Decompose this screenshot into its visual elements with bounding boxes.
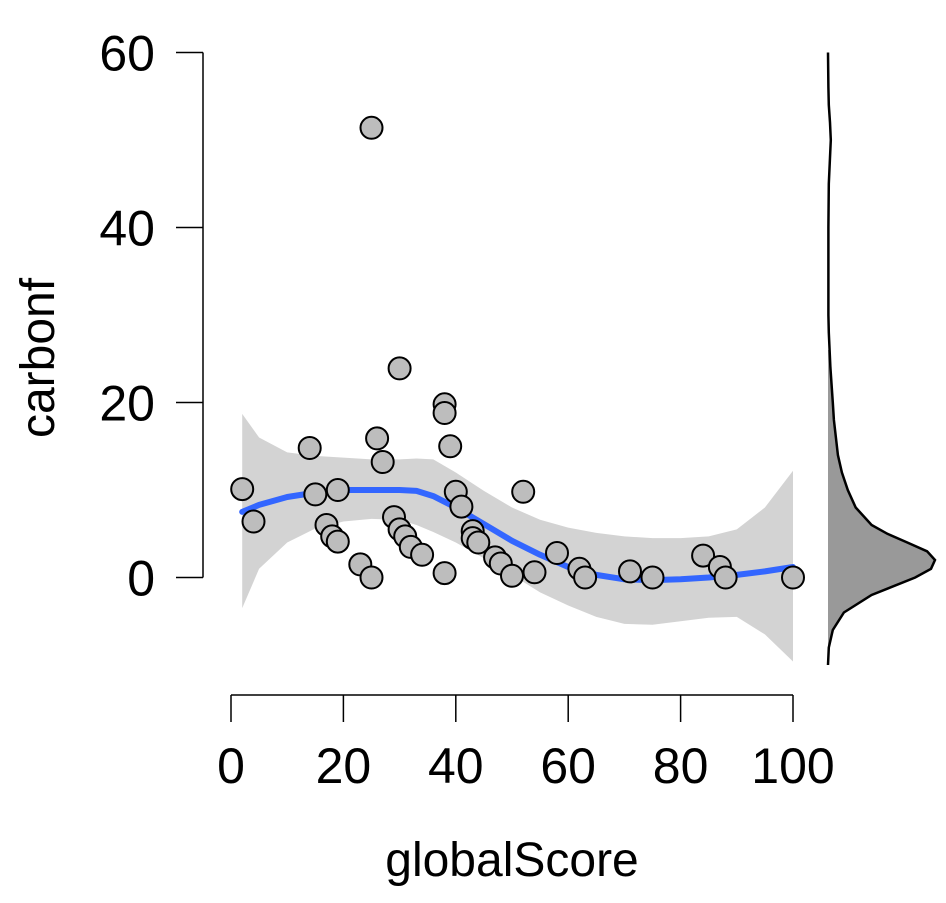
data-point [297, 436, 322, 460]
data-point [466, 530, 491, 555]
data-point [410, 542, 435, 567]
data-point [640, 565, 665, 590]
x-axis-title: globalScore [385, 834, 639, 887]
data-point [359, 115, 384, 140]
y-tick-label: 20 [99, 376, 155, 432]
data-point [545, 541, 569, 565]
y-tick-label: 40 [99, 201, 155, 257]
data-point [500, 563, 524, 588]
points-layer [230, 115, 805, 590]
data-point [618, 559, 642, 584]
x-tick-label: 40 [428, 738, 484, 794]
y-tick-label: 60 [99, 26, 155, 82]
confidence-band [242, 413, 793, 662]
data-point [522, 560, 547, 585]
data-point [230, 477, 255, 502]
data-point [449, 494, 474, 519]
data-point [325, 478, 350, 502]
x-axis: 0 20 40 60 80 100 [217, 694, 835, 794]
data-point [387, 356, 412, 381]
data-point [511, 479, 536, 504]
x-tick-label: 0 [217, 738, 245, 794]
data-point [303, 482, 328, 507]
data-point [241, 509, 266, 534]
data-point [432, 561, 457, 586]
data-point [438, 434, 463, 459]
marginal-density [826, 52, 937, 666]
data-point [781, 565, 805, 590]
y-tick-label: 0 [127, 551, 155, 607]
x-tick-label: 20 [316, 738, 372, 794]
x-tick-label: 80 [653, 738, 709, 794]
density-curve [826, 52, 937, 666]
y-axis-title: carbonf [12, 277, 65, 438]
x-tick-label: 100 [751, 738, 834, 794]
data-point [365, 426, 390, 451]
confidence-band-layer [242, 413, 793, 662]
data-point [691, 543, 716, 568]
x-tick-label: 60 [540, 738, 596, 794]
density-area [828, 350, 935, 665]
data-point [359, 565, 384, 590]
data-point [370, 450, 395, 474]
data-point [713, 565, 738, 590]
data-point [325, 529, 350, 554]
y-axis: 0 20 40 60 [99, 26, 204, 607]
data-point [573, 565, 598, 590]
data-point [432, 401, 457, 425]
